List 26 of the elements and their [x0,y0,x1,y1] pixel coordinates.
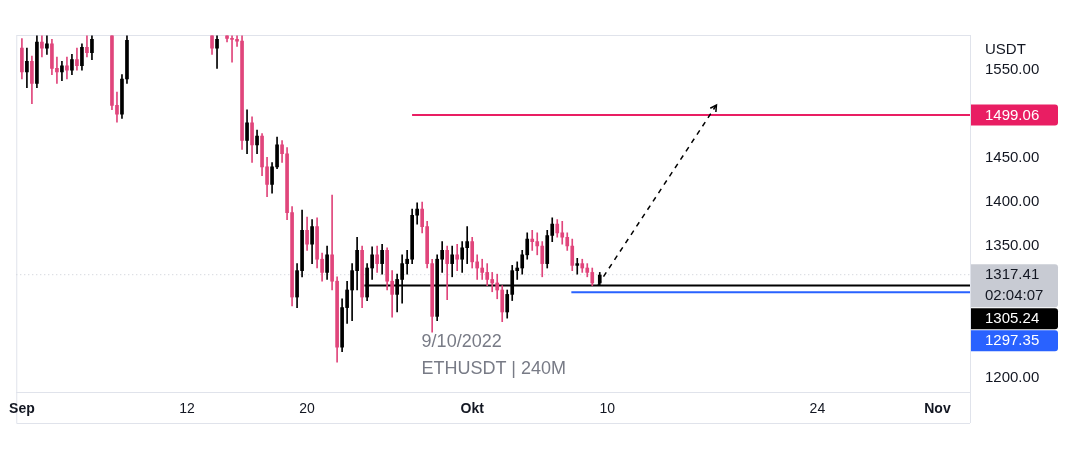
y-tick-label: 1350.00 [985,236,1040,254]
y-tick-label: 1450.00 [985,148,1040,166]
candlestick [530,229,535,251]
candlestick [475,254,480,280]
x-tick-label: Sep [9,400,35,417]
y-tick-label: 1550.00 [985,60,1040,78]
annotation: ETHUSDT | 240M [421,357,566,378]
x-tick-label: 24 [809,400,826,417]
ref-line-label: 1305.24 [985,309,1040,327]
x-tick-label: 10 [599,400,616,417]
y-tick-label: 1200.00 [985,368,1040,386]
ref-line-label: 1317.41 [985,265,1040,283]
x-tick-label: 20 [299,400,316,417]
annotation: 9/10/2022 [421,330,502,351]
ref-line-label: 1499.06 [985,105,1040,123]
candlestick [480,258,485,280]
ref-line-label: 1297.35 [985,331,1040,349]
y-tick-label: 1400.00 [985,192,1040,210]
candlestick [575,258,580,275]
y-axis-title: USDT [985,40,1026,58]
candlestick [560,221,565,245]
candlestick [455,243,460,271]
x-tick-label: 12 [179,400,196,417]
text: 02:04:07 [985,286,1044,304]
x-tick-label: Nov [924,400,951,417]
x-tick-label: Okt [460,400,485,417]
